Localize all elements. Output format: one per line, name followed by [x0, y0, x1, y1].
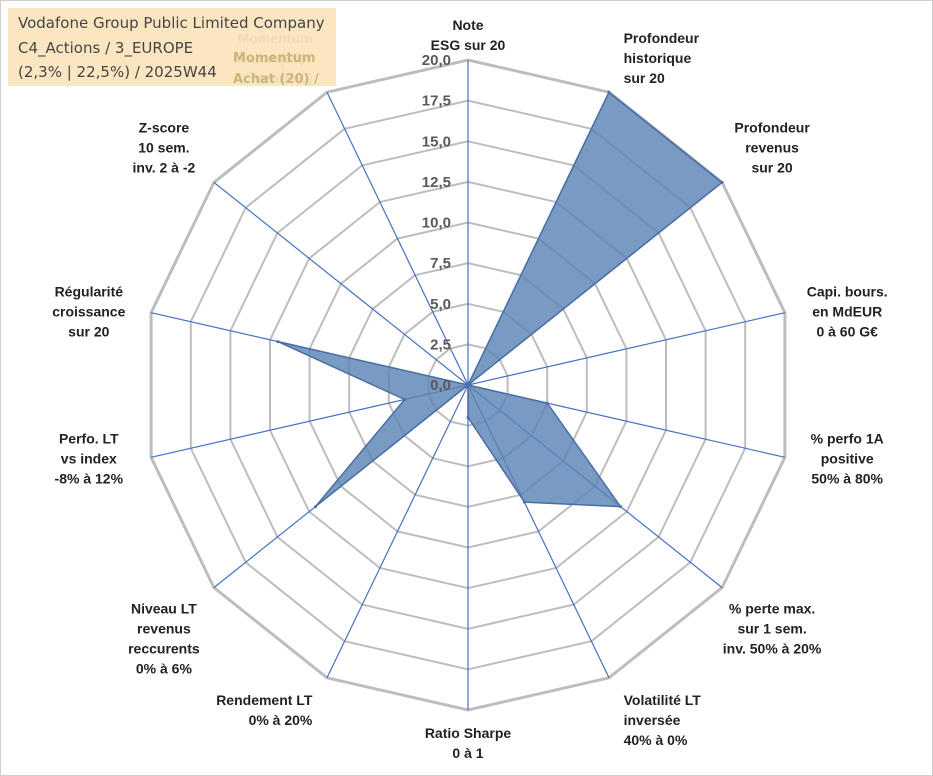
axis-spoke: [467, 312, 786, 386]
axis-label: Profondeur historique sur 20: [624, 30, 700, 86]
axis-label-line: ESG sur 20: [431, 37, 506, 53]
tick-label: 10,0: [422, 215, 451, 232]
axis-label: Capi. bours. en MdEUR 0 à 60 G€: [807, 283, 888, 339]
axis-label: Régularité croissance sur 20: [52, 283, 125, 339]
axis-label-line: Profondeur: [734, 120, 810, 136]
axis-label-line: % perte max.: [729, 600, 815, 616]
series-point: [607, 90, 611, 94]
axis-label-line: 0 à 1: [452, 745, 483, 761]
portfolio-label: C4_Actions / 3_EUROPE: [18, 39, 194, 57]
axis-label-line: % perfo 1A: [811, 431, 884, 447]
axis-label-line: 50% à 80%: [811, 471, 883, 487]
tick-label: 0,0: [430, 377, 451, 394]
axis-spoke: [326, 384, 469, 679]
axis-label: % perte max. sur 1 sem. inv. 50% à 20%: [723, 600, 822, 656]
axis-label-line: Niveau LT: [131, 600, 197, 616]
series-point: [545, 401, 549, 405]
axis-label-line: Régularité: [55, 283, 124, 299]
series-layer: [276, 90, 724, 509]
series-point: [314, 505, 317, 509]
axis-label-line: Rendement LT: [216, 692, 313, 708]
axis-label-line: historique: [624, 50, 692, 66]
momentum-overlay-line-2: Achat (20) /: [233, 72, 319, 87]
axis-label-line: 0 à 60 G€: [816, 323, 878, 339]
info-box: Vodafone Group Public Limited Company C4…: [8, 8, 336, 86]
stats-label: (2,3% | 22,5%) / 2025W44: [18, 63, 217, 81]
axis-label: Volatilité LT inversée 40% à 0%: [624, 692, 702, 748]
tick-layer: 0,0 2,5 5,0 7,5 10,0 12,5 15,0 17,5 20,0: [422, 52, 451, 394]
axis-label-line: en MdEUR: [812, 303, 882, 319]
series-point: [619, 505, 622, 509]
momentum-overlay-line-1: Momentum: [233, 51, 316, 66]
tick-label: 7,5: [430, 255, 451, 272]
axis-spoke: [326, 91, 469, 386]
axis-label-line: inv. 2 à -2: [133, 160, 196, 176]
axis-label-line: 40% à 0%: [624, 732, 688, 748]
axis-label-line: 0% à 20%: [249, 712, 313, 728]
tick-label: 12,5: [422, 174, 451, 191]
tick-label: 15,0: [422, 133, 451, 150]
axis-label-line: Perfo. LT: [59, 431, 119, 447]
series-point: [403, 398, 407, 401]
axis-label-line: Note: [452, 17, 483, 33]
axis-label-line: sur 1 sem.: [737, 620, 806, 636]
company-name: Vodafone Group Public Limited Company: [18, 14, 325, 32]
axis-label-line: sur 20: [624, 70, 665, 86]
series-point: [466, 383, 470, 387]
axis-label: % perfo 1A positive 50% à 80%: [811, 431, 884, 487]
axis-label-line: Ratio Sharpe: [425, 725, 512, 741]
series-point: [522, 500, 526, 504]
tick-label: 17,5: [422, 93, 451, 110]
tick-label: 20,0: [422, 52, 451, 69]
axis-label: Z-score 10 sem. inv. 2 à -2: [133, 120, 196, 176]
axis-label-line: Z-score: [139, 120, 190, 136]
axis-label: Profondeur revenus sur 20: [734, 120, 810, 176]
axis-label-line: positive: [821, 451, 874, 467]
series-point: [276, 340, 280, 344]
tick-label: 5,0: [430, 296, 451, 313]
axis-label-line: inversée: [624, 712, 681, 728]
axis-label-line: inv. 50% à 20%: [723, 640, 822, 656]
axis-spoke: [213, 181, 469, 386]
series-point: [720, 180, 724, 184]
axis-label-line: Capi. bours.: [807, 283, 888, 299]
axis-label: Ratio Sharpe 0 à 1: [425, 725, 512, 761]
tick-label: 2,5: [430, 336, 451, 353]
axis-label-line: sur 20: [68, 323, 109, 339]
axis-label-line: sur 20: [751, 160, 792, 176]
series-area: [277, 91, 723, 508]
axis-label: Niveau LT revenus reccurents 0% à 6%: [128, 600, 200, 676]
axis-label-line: -8% à 12%: [55, 471, 124, 487]
axis-label-line: croissance: [52, 303, 125, 319]
axis-label: Note ESG sur 20: [431, 17, 506, 53]
axis-label-line: Profondeur: [624, 30, 700, 46]
axis-label-line: 0% à 6%: [136, 660, 193, 676]
axis-label-line: vs index: [61, 451, 117, 467]
axis-label-line: revenus: [137, 620, 191, 636]
axis-label-line: revenus: [745, 140, 799, 156]
axis-label-line: 10 sem.: [138, 140, 189, 156]
axis-label: Rendement LT 0% à 20%: [216, 692, 313, 728]
axis-label-line: reccurents: [128, 640, 200, 656]
axis-label-line: Volatilité LT: [624, 692, 702, 708]
series-point: [466, 416, 470, 419]
axis-label: Perfo. LT vs index -8% à 12%: [55, 431, 124, 487]
